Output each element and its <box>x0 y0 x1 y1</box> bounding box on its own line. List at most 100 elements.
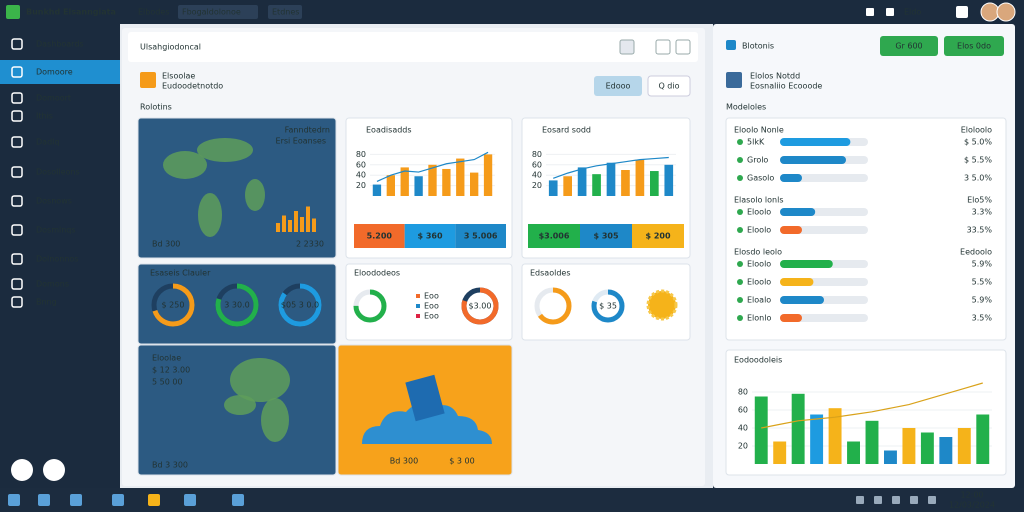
sidebar-button[interactable] <box>43 459 65 481</box>
spike <box>300 217 304 232</box>
button[interactable]: Q dio <box>658 82 679 91</box>
card-title: Eloododeos <box>354 269 400 278</box>
taskbar-icon[interactable] <box>8 494 20 506</box>
taskbar-icon[interactable] <box>148 494 160 506</box>
y-tick-label: 20 <box>738 442 748 451</box>
bar <box>563 176 572 196</box>
nav-item[interactable]: Bnng <box>36 298 57 307</box>
bar <box>754 396 768 464</box>
toolbar-icon[interactable] <box>655 39 671 55</box>
donut-label: $3.00 <box>469 302 492 311</box>
button-bg[interactable] <box>880 36 938 56</box>
row-label: Eloolo <box>747 278 771 287</box>
bar-track <box>780 174 868 182</box>
tray-icon[interactable] <box>856 496 864 504</box>
donut-arc <box>353 289 387 323</box>
bar <box>780 278 814 286</box>
map-land <box>245 179 265 211</box>
taskbar-icon[interactable] <box>38 494 50 506</box>
taskbar-icon[interactable] <box>232 494 244 506</box>
nav-item[interactable]: Dosmlnqs <box>36 226 76 235</box>
button-bg[interactable] <box>594 76 642 96</box>
tab-bg <box>178 5 258 19</box>
top-icon[interactable] <box>866 8 874 16</box>
nav-item[interactable]: Domoore <box>36 68 73 77</box>
button[interactable]: Gr 600 <box>895 42 922 51</box>
button[interactable]: Edooo <box>606 82 631 91</box>
toolbar-icon[interactable] <box>619 39 635 55</box>
button[interactable]: Elos 0do <box>957 42 991 51</box>
button-bg[interactable] <box>944 36 1004 56</box>
legend-swatch <box>416 304 420 308</box>
search-bar[interactable] <box>128 32 698 62</box>
nav-icon <box>11 136 23 148</box>
nav-item[interactable]: Dolnonnos <box>36 255 78 264</box>
bar <box>621 170 630 196</box>
donut-arc <box>461 287 499 325</box>
spike <box>312 218 316 232</box>
profile-sub: Eosnaliio Ecooode <box>750 82 822 91</box>
row-dot <box>737 139 743 145</box>
bar <box>791 393 805 464</box>
user-name: Eldo <box>904 8 921 17</box>
top-icon[interactable] <box>886 8 894 16</box>
legend-swatch <box>416 314 420 318</box>
nav-item[interactable]: Dosnows <box>36 197 72 206</box>
cloud-doc <box>405 374 445 422</box>
taskbar-icon[interactable] <box>184 494 196 506</box>
y-tick-label: 20 <box>356 181 366 190</box>
nav-item[interactable]: Dosolleons <box>36 168 80 177</box>
nav-item[interactable]: Dadlq <box>36 138 59 147</box>
spike <box>294 211 298 232</box>
avatar <box>996 2 1016 22</box>
tray-icon[interactable] <box>910 496 918 504</box>
tab[interactable]: Fbogaldolonoe <box>182 8 241 17</box>
toolbar-icon[interactable] <box>675 39 691 55</box>
map-title: Fanndtedrn <box>285 126 330 135</box>
taskbar-icon[interactable] <box>70 494 82 506</box>
nav-item[interactable]: Ithis <box>36 112 53 121</box>
avatar <box>980 2 1000 22</box>
taskbar-icon[interactable] <box>112 494 124 506</box>
row-dot <box>737 297 743 303</box>
row-label: Grolo <box>747 156 768 165</box>
sidebar-button[interactable] <box>11 459 33 481</box>
stat-value: $3.006 <box>539 232 570 241</box>
stat-value: $ 305 <box>593 232 618 241</box>
tray-icon[interactable] <box>928 496 936 504</box>
tab-bg <box>268 5 302 19</box>
group-header: Elo5% <box>967 196 992 205</box>
bar <box>780 138 851 146</box>
row-value: 5.9% <box>972 260 993 269</box>
bar <box>548 180 558 196</box>
top-icon[interactable] <box>956 6 968 18</box>
bar <box>884 450 897 464</box>
button-bg[interactable] <box>647 75 691 97</box>
clock-time: 12:00 <box>960 491 983 500</box>
nav-item[interactable]: Domoort <box>36 94 71 103</box>
tray-icon[interactable] <box>892 496 900 504</box>
group-header: Elasolo lonls <box>734 196 783 205</box>
nav-item[interactable]: Domons <box>36 280 69 289</box>
bar <box>773 441 787 464</box>
nav-icon <box>11 296 23 308</box>
tab[interactable]: Etdnes <box>272 8 299 17</box>
bar <box>664 164 674 196</box>
tab[interactable]: Elbodes <box>138 8 169 17</box>
row-value: $ 5.5% <box>964 156 992 165</box>
row-value: 5.9% <box>972 296 993 305</box>
bar <box>483 154 493 196</box>
trend-line <box>376 151 489 182</box>
stat-box <box>528 224 580 248</box>
stat-box <box>632 224 684 248</box>
bar <box>780 314 802 322</box>
row-dot <box>737 209 743 215</box>
tray-icon[interactable] <box>874 496 882 504</box>
nav-icon <box>11 110 23 122</box>
bar <box>442 168 451 196</box>
nav-item[interactable]: Dashboards <box>36 40 84 49</box>
row-label: Eloolo <box>747 226 771 235</box>
card-title: Edsaoldes <box>530 269 571 278</box>
bar <box>902 428 916 464</box>
trend-line <box>761 382 983 429</box>
